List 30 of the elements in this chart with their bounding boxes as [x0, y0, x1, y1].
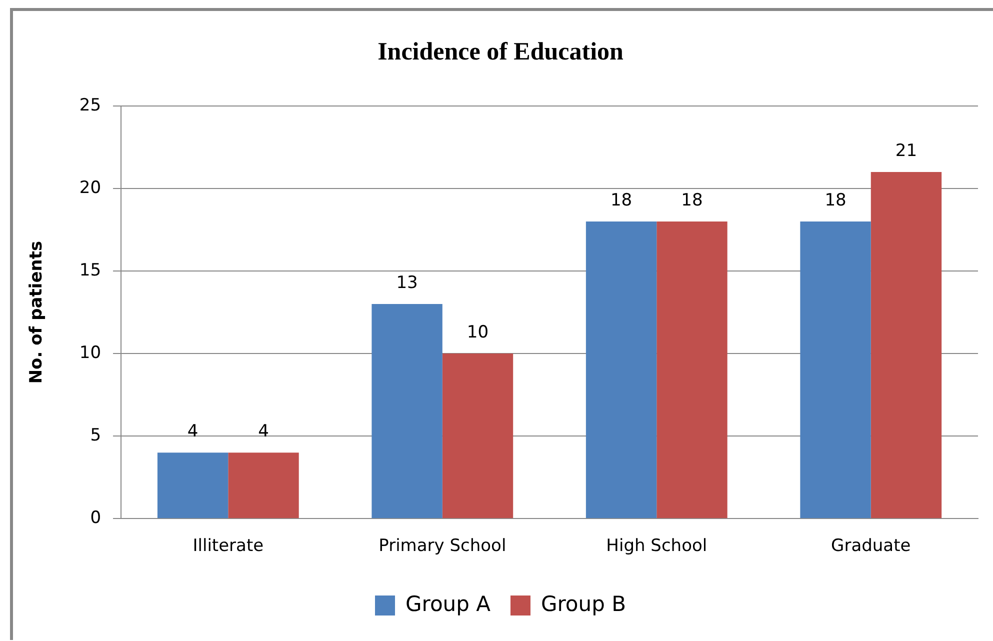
data-label: 18 — [824, 190, 846, 210]
legend-label: Group B — [540, 592, 626, 616]
y-tick-label: 5 — [90, 426, 102, 446]
bar — [372, 304, 442, 518]
legend-label: Group A — [406, 592, 492, 616]
data-label: 18 — [610, 190, 632, 210]
y-axis-title: No. of patients — [26, 240, 47, 384]
bar — [656, 222, 728, 518]
data-label: 4 — [258, 422, 269, 442]
y-tick-label: 15 — [79, 260, 102, 280]
x-tick-label: Primary School — [378, 536, 506, 556]
data-label: 4 — [187, 422, 198, 442]
y-tick-label: 25 — [79, 95, 102, 116]
x-tick-label: Illiterate — [192, 536, 264, 556]
data-label: 10 — [466, 322, 489, 342]
chart-title: Incidence of Education — [378, 38, 624, 66]
y-tick-label: 0 — [90, 508, 102, 528]
data-label: 18 — [681, 190, 703, 210]
bar — [586, 222, 657, 518]
data-label: 13 — [396, 272, 418, 293]
bar — [228, 452, 299, 518]
bar — [870, 172, 942, 518]
bar — [157, 452, 228, 518]
bar — [800, 222, 871, 518]
bar — [442, 354, 514, 518]
y-tick-label: 20 — [79, 178, 102, 198]
y-tick-label: 10 — [79, 342, 102, 363]
data-label: 21 — [895, 140, 918, 161]
x-tick-label: High School — [606, 536, 708, 556]
x-tick-label: Graduate — [831, 536, 911, 556]
